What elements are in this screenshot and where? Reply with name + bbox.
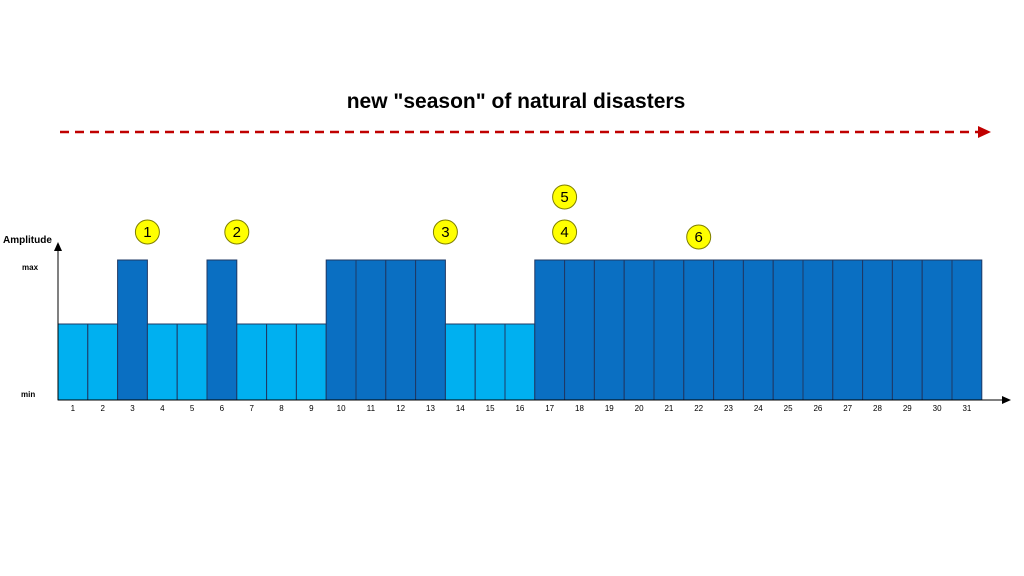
x-tick-label-4: 4	[160, 404, 165, 413]
x-tick-label-12: 12	[396, 404, 405, 413]
bar-17	[534, 259, 566, 401]
chart-title: new "season" of natural disasters	[347, 90, 686, 113]
x-tick-label-14: 14	[456, 404, 465, 413]
bar-24	[742, 259, 774, 401]
x-tick-label-16: 16	[515, 404, 524, 413]
bar-27	[832, 259, 864, 401]
x-axis-arrow	[1002, 396, 1011, 404]
bar-6	[206, 259, 238, 401]
x-tick-labels: 1 2 3 4 5 6 7 8 9 10 11 12 13 14 15 16 17 18 19 20 21 22 23 24 2…	[71, 404, 972, 413]
event-marker-circle	[552, 219, 578, 245]
bar-25	[772, 259, 804, 401]
event-marker-2: 2	[224, 219, 250, 245]
x-tick-label-31: 31	[962, 404, 971, 413]
bar-5	[176, 323, 208, 401]
x-tick-label-7: 7	[249, 404, 254, 413]
bar-3	[117, 259, 148, 401]
event-marker-circle	[134, 219, 160, 245]
event-marker-label: 6	[695, 229, 703, 246]
bars	[57, 259, 983, 401]
bar-7	[236, 323, 268, 401]
bar-4	[146, 323, 178, 401]
x-tick-label-2: 2	[100, 404, 105, 413]
event-marker-6: 6	[686, 224, 712, 250]
bar-21	[653, 259, 685, 401]
x-tick-label-23: 23	[724, 404, 733, 413]
event-marker-3: 3	[432, 219, 458, 245]
x-tick-label-6: 6	[220, 404, 225, 413]
x-tick-label-19: 19	[605, 404, 614, 413]
x-tick-label-11: 11	[367, 404, 376, 413]
x-tick-label-17: 17	[545, 404, 554, 413]
bar-31	[951, 259, 983, 401]
event-marker-1: 1	[134, 219, 160, 245]
bar-19	[593, 259, 625, 401]
event-marker-label: 1	[143, 224, 151, 241]
bar-22	[683, 259, 715, 401]
x-tick-label-25: 25	[784, 404, 793, 413]
bar-16	[504, 323, 536, 401]
event-marker-label: 2	[233, 224, 241, 241]
bar-2	[87, 323, 119, 401]
season-arrow	[60, 126, 991, 138]
bar-23	[713, 259, 744, 401]
y-level-max: max	[22, 263, 39, 272]
x-tick-label-15: 15	[486, 404, 495, 413]
x-tick-label-28: 28	[873, 404, 882, 413]
x-tick-label-8: 8	[279, 404, 284, 413]
axes	[54, 242, 1011, 404]
bar-13	[415, 259, 446, 401]
y-axis-arrow	[54, 242, 62, 251]
x-tick-label-27: 27	[843, 404, 852, 413]
x-tick-label-13: 13	[426, 404, 435, 413]
bar-14	[444, 323, 476, 401]
event-marker-circle	[552, 184, 578, 210]
event-markers: 1 2 3 4 5 6	[134, 184, 712, 250]
x-tick-label-18: 18	[575, 404, 584, 413]
bar-10	[325, 259, 357, 401]
event-marker-circle	[224, 219, 250, 245]
event-marker-circle	[432, 219, 458, 245]
bar-28	[862, 259, 893, 401]
bar-26	[802, 259, 834, 401]
x-tick-label-30: 30	[933, 404, 942, 413]
event-marker-label: 5	[560, 189, 568, 206]
x-tick-label-1: 1	[71, 404, 76, 413]
x-tick-label-29: 29	[903, 404, 912, 413]
bar-12	[385, 259, 417, 401]
x-tick-label-10: 10	[337, 404, 346, 413]
bar-15	[474, 323, 506, 401]
bar-20	[623, 259, 655, 401]
x-tick-label-24: 24	[754, 404, 763, 413]
bar-29	[891, 259, 923, 401]
bar-11	[355, 259, 387, 401]
y-axis-title: Amplitude	[3, 235, 52, 246]
bar-8	[266, 323, 297, 401]
bar-30	[921, 259, 953, 401]
event-marker-label: 3	[441, 224, 449, 241]
y-level-min: min	[21, 390, 35, 399]
event-marker-circle	[686, 224, 712, 250]
event-marker-4: 4	[552, 219, 578, 245]
x-tick-label-26: 26	[813, 404, 822, 413]
x-tick-label-22: 22	[694, 404, 703, 413]
bar-18	[564, 259, 595, 401]
event-marker-label: 4	[560, 224, 568, 241]
x-tick-label-5: 5	[190, 404, 195, 413]
bar-1	[57, 323, 89, 401]
x-tick-label-3: 3	[130, 404, 135, 413]
x-tick-label-21: 21	[664, 404, 673, 413]
event-marker-5: 5	[552, 184, 578, 210]
x-tick-label-9: 9	[309, 404, 314, 413]
bar-9	[295, 323, 327, 401]
season-arrow-head	[978, 126, 991, 138]
x-tick-label-20: 20	[635, 404, 644, 413]
